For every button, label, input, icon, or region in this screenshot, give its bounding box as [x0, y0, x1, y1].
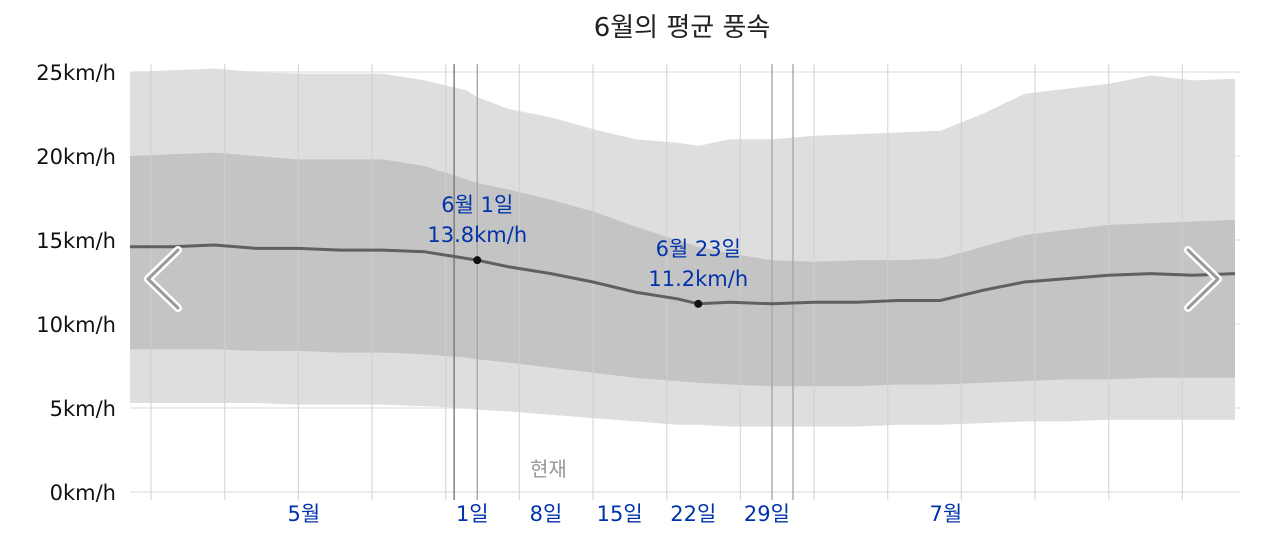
y-tick-label: 25km/h	[36, 61, 116, 85]
now-label: 현재	[530, 457, 567, 481]
y-tick-label: 15km/h	[36, 229, 116, 253]
annotation-date: 6월 1일	[441, 193, 513, 217]
prev-button[interactable]	[130, 240, 190, 320]
inner-band-p25-p75	[130, 152, 1235, 387]
annotation-date: 6월 23일	[656, 237, 741, 261]
annotation-point	[473, 256, 482, 265]
annotation-value: 13.8km/h	[427, 223, 527, 247]
x-tick-label: 1일	[456, 502, 489, 526]
mean-line	[130, 243, 1236, 306]
x-axis-ticks: 5월 1일 8일 15일 22일 29일 7월	[288, 502, 963, 526]
mean-line-group	[130, 243, 1236, 306]
x-tick-label: 8일	[530, 502, 563, 526]
y-tick-label: 0km/h	[50, 481, 116, 505]
x-tick-label: 15일	[597, 502, 643, 526]
y-tick-label: 10km/h	[36, 313, 116, 337]
x-tick-label: 22일	[670, 502, 716, 526]
next-button[interactable]	[1175, 240, 1235, 320]
annotations: 6월 1일 13.8km/h 6월 23일 11.2km/h	[427, 193, 748, 308]
vertical-gridlines	[150, 64, 1183, 500]
annotation-value: 11.2km/h	[648, 267, 748, 291]
y-tick-label: 5km/h	[50, 397, 116, 421]
x-tick-label: 29일	[744, 502, 790, 526]
percentile-bands	[130, 68, 1235, 427]
chart-title: 6월의 평균 풍속	[594, 13, 771, 43]
x-tick-label: 5월	[288, 502, 321, 526]
y-tick-label: 20km/h	[36, 145, 116, 169]
annotation-point	[694, 299, 703, 308]
y-axis-ticks: 0km/h 5km/h 10km/h 15km/h 20km/h 25km/h	[36, 61, 116, 505]
x-tick-label: 7월	[930, 502, 963, 526]
